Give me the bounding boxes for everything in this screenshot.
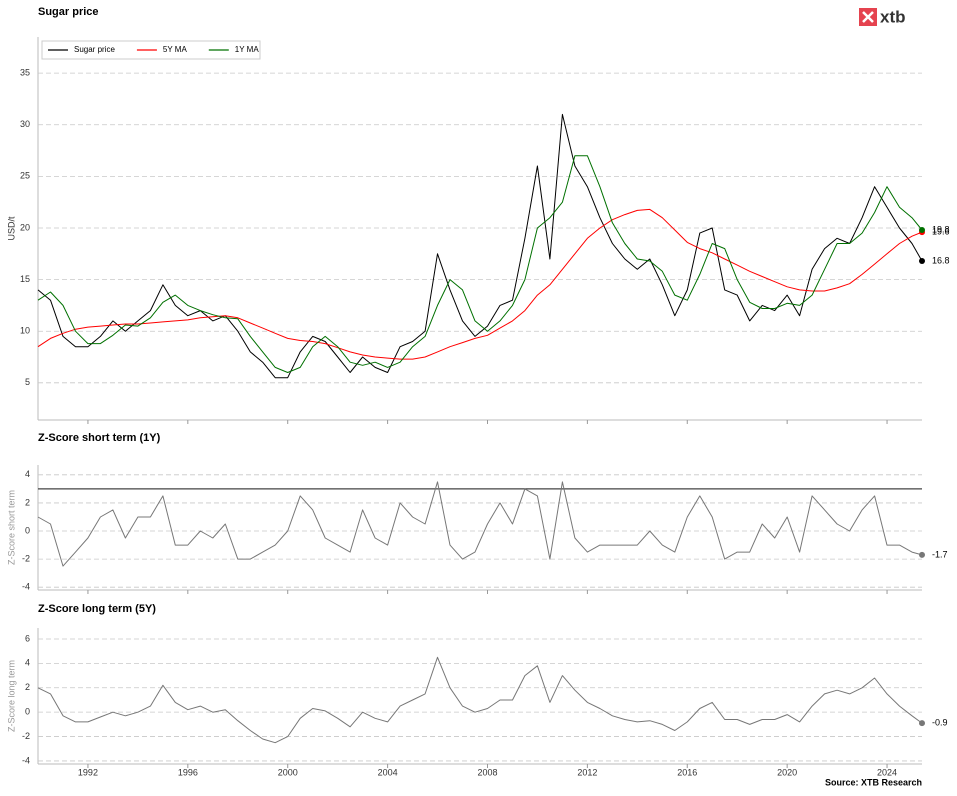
y-tick-label: 20: [20, 222, 30, 232]
end-label: -0.9: [932, 718, 948, 728]
end-dot: [919, 720, 925, 727]
series-line: [37, 113, 923, 379]
y-tick-label: 5: [25, 377, 30, 387]
y-tick-label: -2: [22, 553, 30, 563]
y-axis-label: Z-Score short term: [6, 490, 16, 565]
y-tick-label: -4: [22, 582, 30, 592]
y-tick-label: -2: [22, 731, 30, 741]
source: Source: XTB Research: [825, 777, 922, 787]
x-tick-label: 2016: [677, 767, 697, 777]
x-tick-label: 2004: [378, 767, 398, 777]
series-line: [37, 155, 923, 373]
panel-title: Z-Score long term (5Y): [38, 603, 156, 615]
legend-label: Sugar price: [74, 45, 115, 54]
y-tick-label: 15: [20, 274, 30, 284]
legend-label: 5Y MA: [163, 45, 188, 54]
y-tick-label: 0: [25, 525, 30, 535]
y-tick-label: -4: [22, 755, 30, 765]
end-label: 16.8: [932, 255, 950, 265]
y-tick-label: 25: [20, 171, 30, 181]
y-tick-label: 4: [25, 658, 30, 668]
y-tick-label: 4: [25, 469, 30, 479]
end-label: 19.6: [932, 226, 950, 236]
y-tick-label: 35: [20, 68, 30, 78]
y-tick-label: 30: [20, 119, 30, 129]
end-dot: [919, 258, 925, 265]
logo: xtb: [880, 7, 906, 26]
series-line: [37, 208, 923, 360]
x-tick-label: 2012: [577, 767, 597, 777]
end-label: -1.7: [932, 549, 948, 559]
y-tick-label: 2: [25, 497, 30, 507]
logo-x: [862, 11, 874, 23]
x-tick-label: 1992: [78, 767, 98, 777]
x-tick-label: 2008: [477, 767, 497, 777]
y-axis-label: Z-Score long term: [6, 660, 16, 732]
y-tick-label: 6: [25, 633, 30, 643]
series-line: [37, 656, 923, 744]
y-tick-label: 0: [25, 707, 30, 717]
legend: Sugar price 5Y MA 1Y MA: [41, 40, 261, 60]
end-label: 19.8: [932, 224, 950, 234]
end-dot: [919, 551, 925, 558]
y-tick-label: 2: [25, 682, 30, 692]
panel-title: Sugar price: [38, 6, 99, 18]
legend-label: 1Y MA: [235, 45, 260, 54]
series-line: [37, 481, 923, 567]
x-tick-label: 1996: [178, 767, 198, 777]
y-tick-label: 10: [20, 326, 30, 336]
panel-title: Z-Score short term (1Y): [38, 432, 161, 444]
x-tick-label: 2020: [777, 767, 797, 777]
x-tick-label: 2024: [877, 767, 897, 777]
x-tick-label: 2000: [278, 767, 298, 777]
end-dot: [919, 227, 925, 234]
y-axis-label: USD/t: [6, 216, 16, 241]
